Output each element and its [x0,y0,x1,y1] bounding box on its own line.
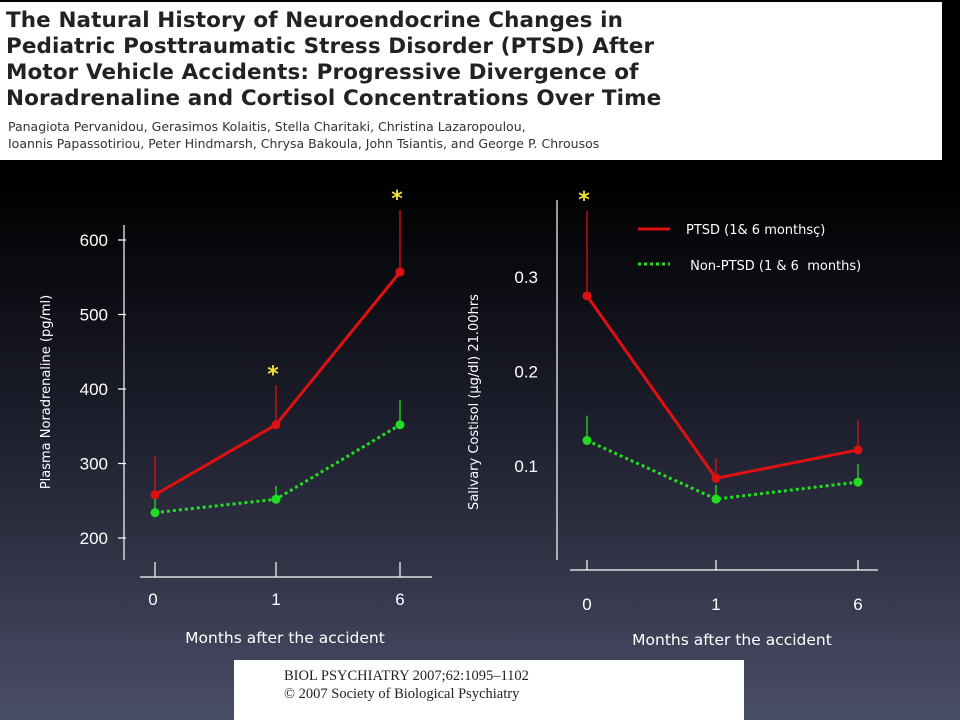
legend-label-ptsd: PTSD (1& 6 monthsç) [686,223,825,238]
paper-title-line: Noradrenaline and Cortisol Concentration… [6,86,662,111]
y-tick-label: 500 [80,306,108,325]
paper-title: The Natural History of Neuroendocrine Ch… [6,8,936,112]
x-tick-label: 1 [711,595,720,614]
x-tick-label: 1 [271,590,280,609]
data-point-ptsd [853,445,863,455]
y-tick-label: 0.3 [514,268,538,287]
data-point-non_ptsd [582,435,592,445]
paper-title-line: Motor Vehicle Accidents: Progressive Div… [6,60,639,85]
data-point-non_ptsd [271,494,281,504]
author-line: Ioannis Papassotiriou, Peter Hindmarsh, … [8,136,600,151]
cortisol-chart: 0.1 0.2 0.3 0 1 6 * Months after the acciden… [467,188,878,649]
data-point-non_ptsd [395,420,405,430]
citation-copyright: © 2007 Society of Biological Psychiatry [284,686,520,702]
y-tick-label: 600 [80,231,108,250]
x-tick-label: 6 [853,595,862,614]
significance-star: * [267,362,279,387]
x-tick-label: 6 [395,590,404,609]
citation-box: BIOL PSYCHIATRY 2007;62:1095–1102 © 2007… [234,660,744,720]
paper-authors: Panagiota Pervanidou, Gerasimos Kolaitis… [8,118,938,152]
significance-star: * [391,187,403,212]
y-axis-label: Salivary Costisol (µg/dl) 21.00hrs [467,294,482,510]
series-line-non_ptsd [586,439,859,501]
data-point-non_ptsd [711,494,721,504]
significance-star: * [578,188,590,213]
data-point-ptsd [150,490,160,500]
data-point-non_ptsd [150,508,160,518]
y-tick-label: 400 [80,380,108,399]
x-axis-label: Months after the accident [185,629,385,647]
x-axis-label: Months after the accident [632,631,832,649]
y-tick-label: 200 [80,529,108,548]
citation-journal: BIOL PSYCHIATRY 2007;62:1095–1102 [284,668,529,684]
data-point-ptsd [711,473,721,483]
legend: PTSD (1& 6 monthsç) Non-PTSD (1 & 6 mont… [638,223,861,274]
paper-title-line: Pediatric Posttraumatic Stress Disorder … [6,34,655,59]
y-tick-label: 300 [80,455,108,474]
author-line: Panagiota Pervanidou, Gerasimos Kolaitis… [8,119,526,134]
paper-header: The Natural History of Neuroendocrine Ch… [0,0,942,160]
series-line-ptsd [585,295,859,480]
x-tick-label: 0 [148,590,157,609]
data-point-ptsd [395,267,405,277]
noradrenaline-chart: 200 300 400 500 600 0 1 6 * * Months after the … [39,187,432,647]
data-point-non_ptsd [853,477,863,487]
x-tick-label: 0 [582,595,591,614]
y-tick-label: 0.1 [514,457,538,476]
data-point-ptsd [582,291,592,301]
paper-title-line: The Natural History of Neuroendocrine Ch… [6,8,624,33]
data-point-ptsd [271,420,281,430]
y-tick-label: 0.2 [514,363,538,382]
legend-label-non-ptsd: Non-PTSD (1 & 6 months) [686,259,861,274]
y-axis-label: Plasma Noradrenaline (pg/ml) [39,295,54,489]
